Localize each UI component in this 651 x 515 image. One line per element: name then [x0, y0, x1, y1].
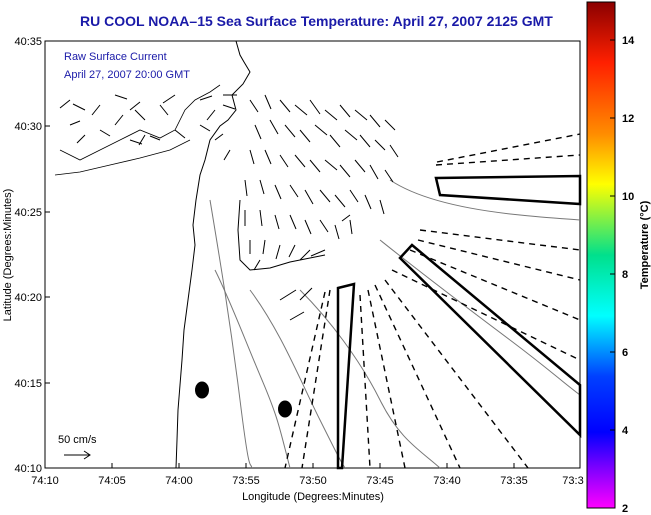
sandy-hook: [237, 199, 326, 271]
y-axis-label: Latitude (Degrees:Minutes): [2, 189, 14, 322]
colorbar-tick: 12: [622, 113, 634, 125]
y-tick-label: 40:15: [14, 378, 42, 390]
y-tick-label: 40:20: [14, 292, 42, 304]
colorbar-tick: 10: [622, 191, 634, 203]
x-axis-label: Longitude (Degrees:Minutes): [242, 491, 384, 503]
x-tick-labels: 74:10 74:05 74:00 73:55 73:50 73:45 73:4…: [31, 475, 583, 487]
x-tick-label: 73:50: [299, 475, 327, 487]
y-tick-label: 40:25: [14, 207, 42, 219]
radial-dashed-lines: [284, 133, 581, 469]
y-tick-marks: [45, 40, 50, 469]
colorbar-tick: 6: [622, 347, 628, 359]
x-tick-label: 73:35: [500, 475, 528, 487]
colorbar-label: Temperature (°C): [639, 200, 651, 289]
y-tick-labels: 40:35 40:30 40:25 40:20 40:15 40:10: [14, 36, 42, 475]
coastline-inner: [54, 84, 221, 176]
overlay-line-2: April 27, 2007 20:00 GMT: [64, 69, 190, 81]
colorbar-tick: 8: [622, 269, 628, 281]
colorbar-tick: 4: [622, 425, 629, 437]
x-tick-label: 74:10: [31, 475, 59, 487]
y-tick-label: 40:10: [14, 463, 42, 475]
map-title: RU COOL NOAA–15 Sea Surface Temperature:…: [80, 13, 553, 29]
temperature-colorbar: 14 12 10 8 6 4 2 Temperature (°C): [586, 1, 651, 515]
station-marker: [195, 381, 209, 399]
station-marker: [278, 400, 292, 418]
y-tick-label: 40:30: [14, 121, 42, 133]
overlay-line-1: Raw Surface Current: [64, 51, 167, 63]
colorbar-tick: 14: [622, 35, 635, 47]
y-tick-label: 40:35: [14, 36, 42, 48]
bathymetry-contours: [209, 179, 581, 469]
scale-label: 50 cm/s: [58, 434, 97, 446]
x-tick-label: 73:3: [562, 475, 583, 487]
current-vectors: [59, 94, 399, 321]
colorbar-tick: 2: [622, 503, 628, 515]
x-tick-label: 74:05: [98, 475, 126, 487]
x-tick-label: 73:45: [366, 475, 394, 487]
x-tick-label: 73:55: [232, 475, 260, 487]
x-tick-marks: [44, 463, 581, 468]
map-panel: Raw Surface Current April 27, 2007 20:00…: [44, 40, 582, 470]
scale-arrowhead: [83, 450, 91, 460]
shadow-zones: [336, 174, 582, 470]
coastline: [175, 40, 251, 469]
x-tick-label: 74:00: [165, 475, 193, 487]
x-tick-label: 73:40: [433, 475, 461, 487]
